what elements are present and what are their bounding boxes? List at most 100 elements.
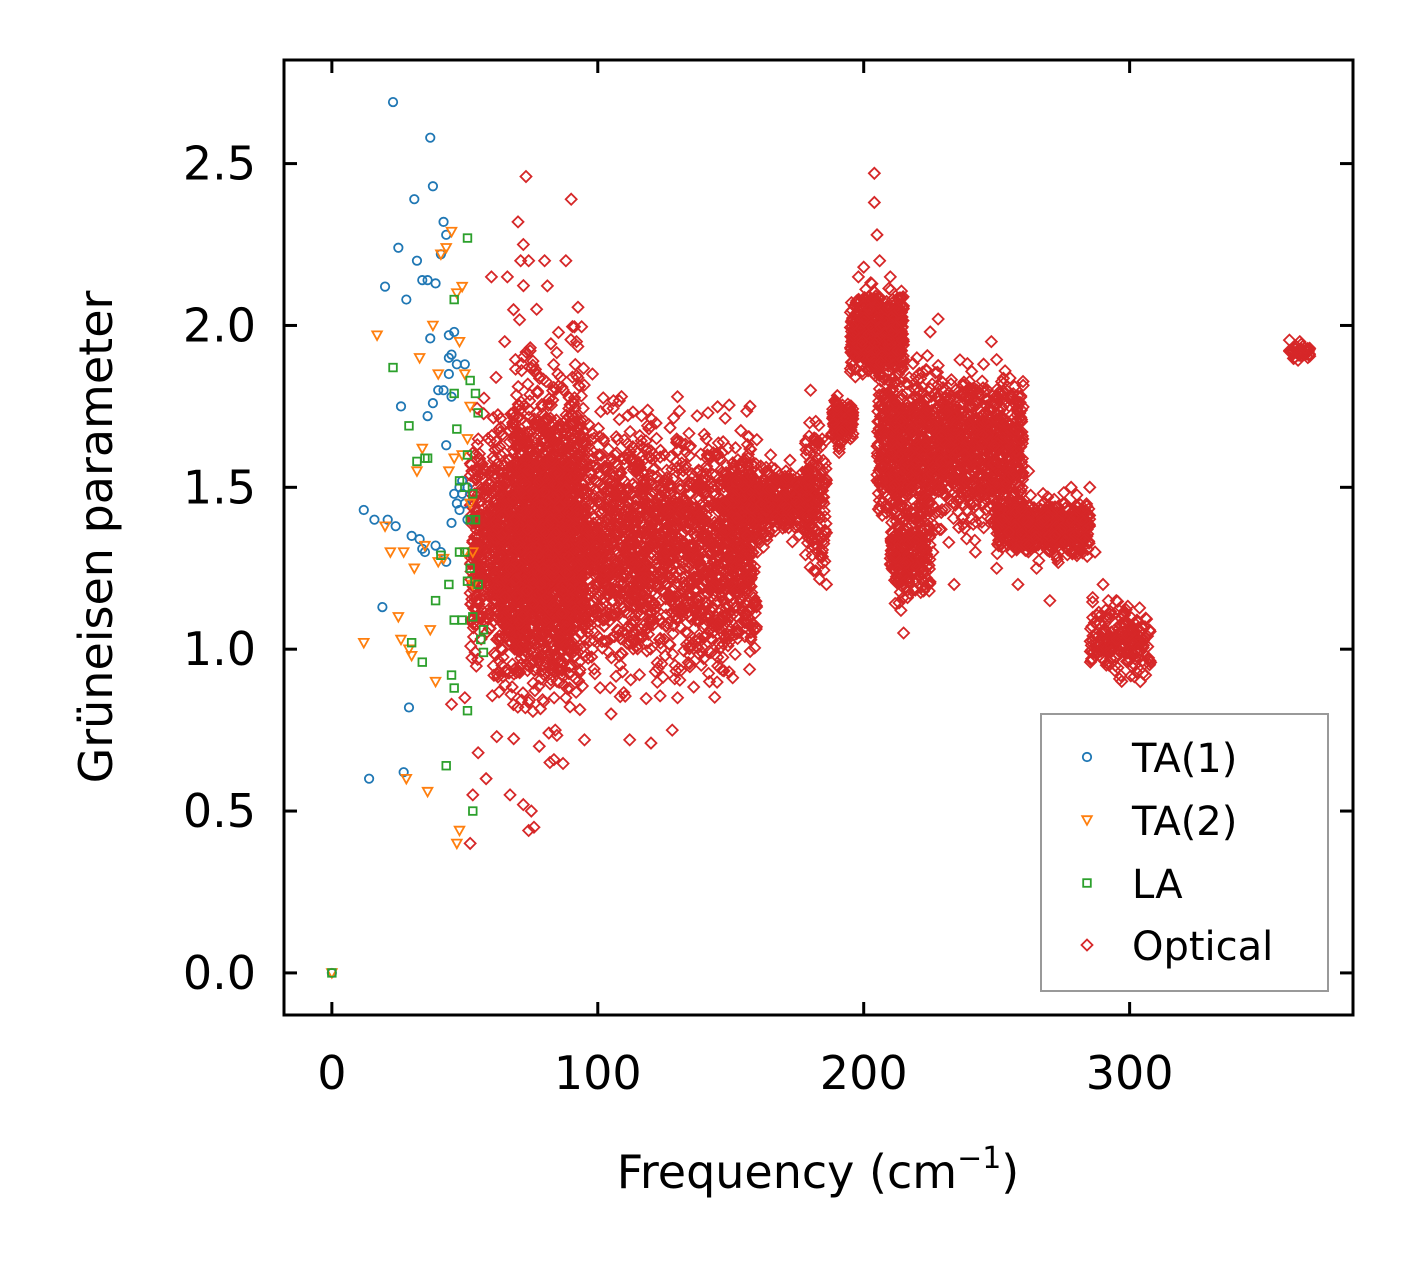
optical-point xyxy=(721,638,735,653)
optical-point xyxy=(725,670,740,685)
optical-point xyxy=(485,480,500,494)
optical-point xyxy=(715,544,730,558)
optical-point xyxy=(682,635,697,649)
optical-point xyxy=(607,456,622,470)
optical-point xyxy=(495,610,509,625)
optical-point xyxy=(538,613,553,628)
optical-point xyxy=(703,535,717,549)
optical-point xyxy=(626,405,640,419)
optical-point xyxy=(525,484,540,498)
optical-point xyxy=(547,568,561,583)
optical-point xyxy=(663,450,678,464)
optical-point xyxy=(477,461,491,476)
optical-point xyxy=(618,689,632,703)
optical-point xyxy=(698,629,712,644)
optical-point xyxy=(491,574,505,588)
optical-point xyxy=(712,636,726,651)
optical-point xyxy=(562,493,577,508)
optical-point xyxy=(587,605,602,619)
optical-point xyxy=(506,548,521,563)
optical-point xyxy=(651,661,665,675)
optical-point xyxy=(733,456,748,471)
optical-point xyxy=(725,484,740,498)
optical-point xyxy=(649,416,663,430)
optical-point xyxy=(604,650,619,665)
optical-point xyxy=(547,691,561,705)
optical-point xyxy=(531,540,546,554)
optical-point xyxy=(634,433,649,448)
optical-point xyxy=(654,508,669,523)
optical-point xyxy=(764,482,779,497)
optical-point xyxy=(591,475,605,490)
optical-point xyxy=(541,518,556,532)
optical-point xyxy=(731,539,745,554)
optical-point xyxy=(635,562,649,576)
optical-point xyxy=(658,600,673,615)
optical-point xyxy=(690,550,705,565)
optical-point xyxy=(666,411,681,425)
optical-point xyxy=(670,510,685,525)
optical-point xyxy=(812,418,826,433)
optical-point xyxy=(565,370,580,384)
optical-point xyxy=(692,572,706,586)
optical-point xyxy=(487,668,501,683)
optical-point xyxy=(749,594,763,608)
optical-point xyxy=(629,443,644,458)
optical-point xyxy=(541,633,555,648)
optical-point xyxy=(581,651,595,666)
optical-point xyxy=(593,680,607,695)
optical-point xyxy=(516,686,530,700)
optical-point xyxy=(674,545,688,559)
optical-point xyxy=(711,594,725,608)
optical-point xyxy=(551,654,566,669)
optical-point xyxy=(703,533,717,548)
optical-point xyxy=(528,362,543,377)
optical-point xyxy=(602,583,616,598)
optical-point xyxy=(514,651,528,665)
optical-point xyxy=(650,610,665,624)
optical-point xyxy=(669,664,683,678)
optical-point xyxy=(667,511,681,526)
optical-point xyxy=(696,487,711,501)
optical-point xyxy=(656,496,671,511)
optical-point xyxy=(580,445,595,460)
optical-point xyxy=(626,586,640,601)
optical-point xyxy=(653,450,667,464)
optical-point xyxy=(546,662,561,677)
optical-point xyxy=(817,563,831,578)
optical-point xyxy=(487,462,501,477)
optical-point xyxy=(548,478,563,492)
optical-point xyxy=(669,555,684,570)
optical-point xyxy=(559,638,573,653)
optical-point xyxy=(762,479,777,493)
optical-point xyxy=(481,431,495,446)
optical-point xyxy=(549,526,563,540)
optical-point xyxy=(576,424,590,439)
optical-point xyxy=(466,616,480,631)
optical-point xyxy=(514,363,529,378)
optical-point xyxy=(603,681,618,695)
optical-point xyxy=(571,300,585,315)
optical-point xyxy=(525,653,540,667)
optical-point xyxy=(534,672,548,686)
optical-point xyxy=(621,408,635,423)
optical-point xyxy=(596,391,611,405)
optical-point xyxy=(597,564,611,579)
optical-point xyxy=(561,549,576,564)
optical-point xyxy=(730,510,744,525)
optical-point xyxy=(819,516,833,531)
optical-point xyxy=(509,665,524,680)
optical-point xyxy=(528,683,542,698)
optical-point xyxy=(669,528,683,542)
optical-point xyxy=(573,702,587,717)
optical-point xyxy=(577,607,591,621)
optical-point xyxy=(518,453,533,468)
optical-point xyxy=(707,690,722,705)
optical-point xyxy=(742,547,757,561)
optical-point xyxy=(635,476,650,491)
optical-point xyxy=(504,467,519,481)
optical-point xyxy=(682,426,696,441)
optical-point xyxy=(490,521,505,536)
optical-point xyxy=(557,559,571,574)
optical-point xyxy=(744,630,758,644)
